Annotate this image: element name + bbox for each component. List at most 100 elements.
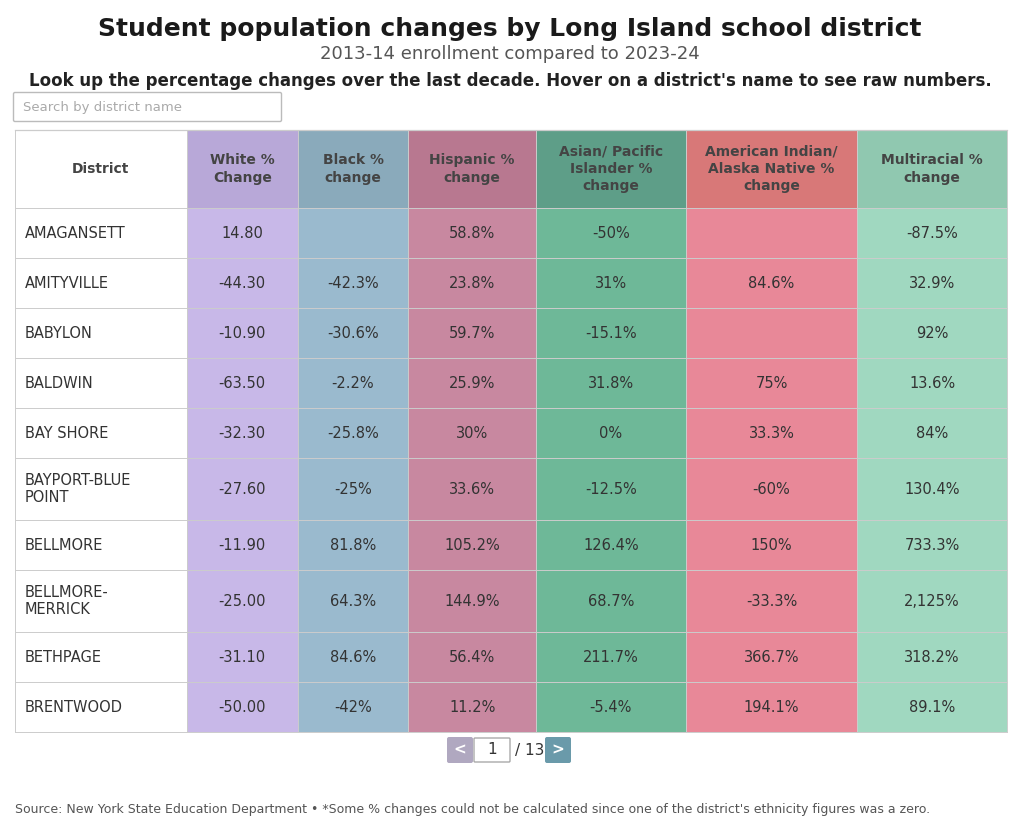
Text: -42%: -42% (334, 700, 372, 714)
Bar (186, 308, 298, 358)
Text: 2,125%: 2,125% (904, 593, 959, 609)
Bar (857, 632, 1006, 682)
Text: BALDWIN: BALDWIN (25, 375, 94, 390)
Bar (857, 682, 1006, 732)
Text: Search by district name: Search by district name (23, 101, 181, 114)
FancyBboxPatch shape (544, 737, 571, 763)
FancyBboxPatch shape (446, 737, 473, 763)
Text: BELLMORE-
MERRICK: BELLMORE- MERRICK (25, 585, 109, 617)
Bar (408, 632, 535, 682)
Bar (186, 130, 298, 208)
Text: -11.90: -11.90 (218, 538, 266, 553)
Bar (857, 520, 1006, 570)
Text: BRENTWOOD: BRENTWOOD (25, 700, 123, 714)
Bar (15, 358, 186, 408)
Text: 126.4%: 126.4% (583, 538, 638, 553)
Bar (186, 682, 298, 732)
Bar (535, 358, 685, 408)
Text: 150%: 150% (750, 538, 792, 553)
Text: 75%: 75% (754, 375, 787, 390)
Bar (186, 632, 298, 682)
Text: 1: 1 (487, 742, 496, 757)
Bar (535, 520, 685, 570)
Text: 92%: 92% (915, 326, 948, 341)
Bar (857, 258, 1006, 308)
Bar (298, 130, 408, 208)
Bar (685, 358, 857, 408)
Bar (298, 258, 408, 308)
Bar (15, 520, 186, 570)
Bar (685, 208, 857, 258)
Text: BABYLON: BABYLON (25, 326, 93, 341)
Bar (857, 358, 1006, 408)
Bar (298, 408, 408, 458)
Text: 194.1%: 194.1% (743, 700, 799, 714)
Bar (298, 682, 408, 732)
Text: 33.3%: 33.3% (748, 426, 794, 441)
Text: 84.6%: 84.6% (748, 276, 794, 290)
Bar (408, 408, 535, 458)
Bar (685, 682, 857, 732)
Bar (408, 570, 535, 632)
Text: Source: New York State Education Department • *Some % changes could not be calcu: Source: New York State Education Departm… (15, 803, 929, 815)
Text: >: > (551, 742, 564, 757)
Text: AMITYVILLE: AMITYVILLE (25, 276, 109, 290)
Bar (186, 408, 298, 458)
Text: -42.3%: -42.3% (327, 276, 378, 290)
Text: -2.2%: -2.2% (331, 375, 374, 390)
Text: 81.8%: 81.8% (329, 538, 376, 553)
Text: Student population changes by Long Island school district: Student population changes by Long Islan… (98, 17, 921, 41)
Text: Black %
change: Black % change (322, 153, 383, 185)
Bar (857, 308, 1006, 358)
Bar (535, 632, 685, 682)
Text: -5.4%: -5.4% (589, 700, 632, 714)
Text: 23.8%: 23.8% (448, 276, 495, 290)
Text: -15.1%: -15.1% (584, 326, 636, 341)
Text: White %
Change: White % Change (210, 153, 274, 185)
Text: -25%: -25% (334, 482, 372, 497)
Text: 13.6%: 13.6% (908, 375, 955, 390)
Bar (535, 408, 685, 458)
Text: BAYPORT-BLUE
POINT: BAYPORT-BLUE POINT (25, 473, 131, 505)
Bar (857, 570, 1006, 632)
Bar (186, 520, 298, 570)
Bar (408, 130, 535, 208)
Text: -31.10: -31.10 (218, 649, 266, 664)
Text: BETHPAGE: BETHPAGE (25, 649, 102, 664)
Bar (15, 308, 186, 358)
Text: -60%: -60% (752, 482, 790, 497)
Bar (15, 258, 186, 308)
Bar (408, 682, 535, 732)
Text: 0%: 0% (598, 426, 622, 441)
Text: -25.8%: -25.8% (327, 426, 379, 441)
Bar (15, 632, 186, 682)
Text: 32.9%: 32.9% (908, 276, 955, 290)
Bar (535, 682, 685, 732)
Text: 11.2%: 11.2% (448, 700, 495, 714)
Bar (535, 208, 685, 258)
Text: -44.30: -44.30 (218, 276, 266, 290)
Bar (685, 458, 857, 520)
Bar (186, 570, 298, 632)
Text: -10.90: -10.90 (218, 326, 266, 341)
Text: -50.00: -50.00 (218, 700, 266, 714)
Bar (15, 570, 186, 632)
Bar (408, 520, 535, 570)
Text: -63.50: -63.50 (218, 375, 266, 390)
Text: 105.2%: 105.2% (444, 538, 499, 553)
Bar (15, 208, 186, 258)
Bar (535, 308, 685, 358)
Bar (685, 632, 857, 682)
Text: 31%: 31% (594, 276, 627, 290)
Text: 25.9%: 25.9% (448, 375, 495, 390)
Text: American Indian/
Alaska Native %
change: American Indian/ Alaska Native % change (704, 144, 837, 193)
Text: Look up the percentage changes over the last decade. Hover on a district's name : Look up the percentage changes over the … (29, 72, 990, 90)
Bar (685, 130, 857, 208)
Text: 33.6%: 33.6% (448, 482, 494, 497)
Text: 31.8%: 31.8% (587, 375, 633, 390)
Bar (408, 358, 535, 408)
Bar (685, 258, 857, 308)
Bar (298, 308, 408, 358)
Bar (685, 570, 857, 632)
Text: / 13: / 13 (515, 742, 544, 757)
